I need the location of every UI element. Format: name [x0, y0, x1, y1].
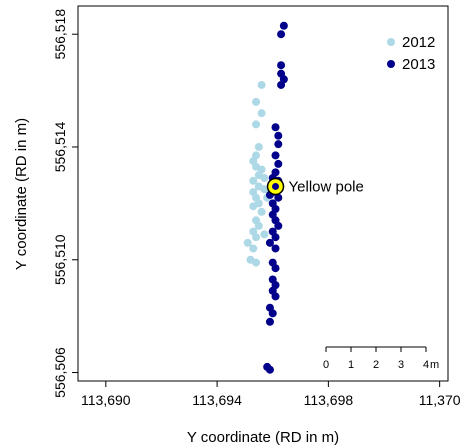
y-tick-label: 556,514 [52, 121, 68, 172]
legend-marker-2012 [387, 38, 395, 46]
data-point-2012 [257, 165, 266, 174]
data-point-2012 [252, 97, 261, 106]
scale-bar-tick-label: 1 [348, 359, 354, 371]
x-axis: 113,690 113,694 113,698 11,370 [81, 381, 461, 408]
x-tick-label: 11,370 [419, 392, 461, 408]
data-point-2013 [271, 264, 280, 273]
yellow-pole-label: Yellow pole [289, 178, 364, 195]
x-tick-label: 113,690 [81, 392, 131, 408]
data-point-2013 [265, 238, 274, 247]
data-point-2012 [257, 109, 266, 118]
y-tick-label: 556,518 [52, 9, 68, 60]
x-tick-label: 113,698 [304, 392, 354, 408]
y-axis: 556,506 556,510 556,514 556,518 [52, 9, 78, 398]
data-point-2013 [279, 21, 288, 30]
data-point-2013 [271, 244, 280, 253]
data-point-2013 [274, 221, 283, 230]
data-point-2013 [277, 61, 286, 70]
highlight-group: Yellow pole [266, 177, 364, 195]
x-tick-label: 113,694 [192, 392, 242, 408]
data-point-2013 [277, 80, 286, 89]
legend-label-2012: 2012 [402, 34, 435, 51]
data-point-2012 [260, 185, 269, 194]
data-point-2013 [271, 151, 280, 160]
data-point-2013 [271, 292, 280, 301]
data-point-2013 [265, 317, 274, 326]
scale-bar-tick-label: 2 [373, 359, 379, 371]
data-point-2012 [260, 173, 269, 182]
data-point-2012 [257, 80, 266, 89]
data-point-2012 [249, 176, 258, 185]
data-point-2012 [252, 233, 261, 242]
data-point-2012 [260, 230, 269, 239]
data-point-2013 [271, 233, 280, 242]
data-point-2013 [274, 193, 283, 202]
data-point-2013 [268, 309, 277, 318]
data-point-2012 [249, 244, 258, 253]
data-point-2012 [254, 142, 263, 151]
scale-bar-unit: m [430, 359, 439, 371]
data-point-2012 [254, 221, 263, 230]
scale-bar-tick-label: 0 [323, 359, 329, 371]
data-points [243, 21, 288, 374]
y-axis-title: Y coordinate (RD in m) [13, 118, 30, 270]
scale-bar-tick-label: 3 [398, 359, 404, 371]
data-point-2013 [274, 131, 283, 140]
y-tick-label: 556,506 [52, 347, 68, 398]
data-point-2012 [252, 258, 261, 267]
scale-bar-tick-label: 4 [423, 359, 429, 371]
data-point-2012 [257, 207, 266, 216]
plot-frame [77, 5, 449, 382]
data-point-2012 [252, 120, 261, 129]
data-point-2013 [274, 159, 283, 168]
data-point-2013 [265, 365, 274, 374]
legend-label-2013: 2013 [402, 56, 435, 73]
data-point-2013 [274, 140, 283, 149]
yellow-pole-point [272, 182, 280, 190]
data-point-2013 [277, 30, 286, 39]
legend-marker-2013 [387, 60, 395, 68]
legend: 2012 2013 [387, 34, 435, 73]
y-tick-label: 556,510 [52, 234, 68, 285]
data-point-2012 [243, 238, 252, 247]
x-axis-title: Y coordinate (RD in m) [187, 429, 339, 446]
data-point-2013 [271, 123, 280, 132]
data-point-2012 [249, 202, 258, 211]
